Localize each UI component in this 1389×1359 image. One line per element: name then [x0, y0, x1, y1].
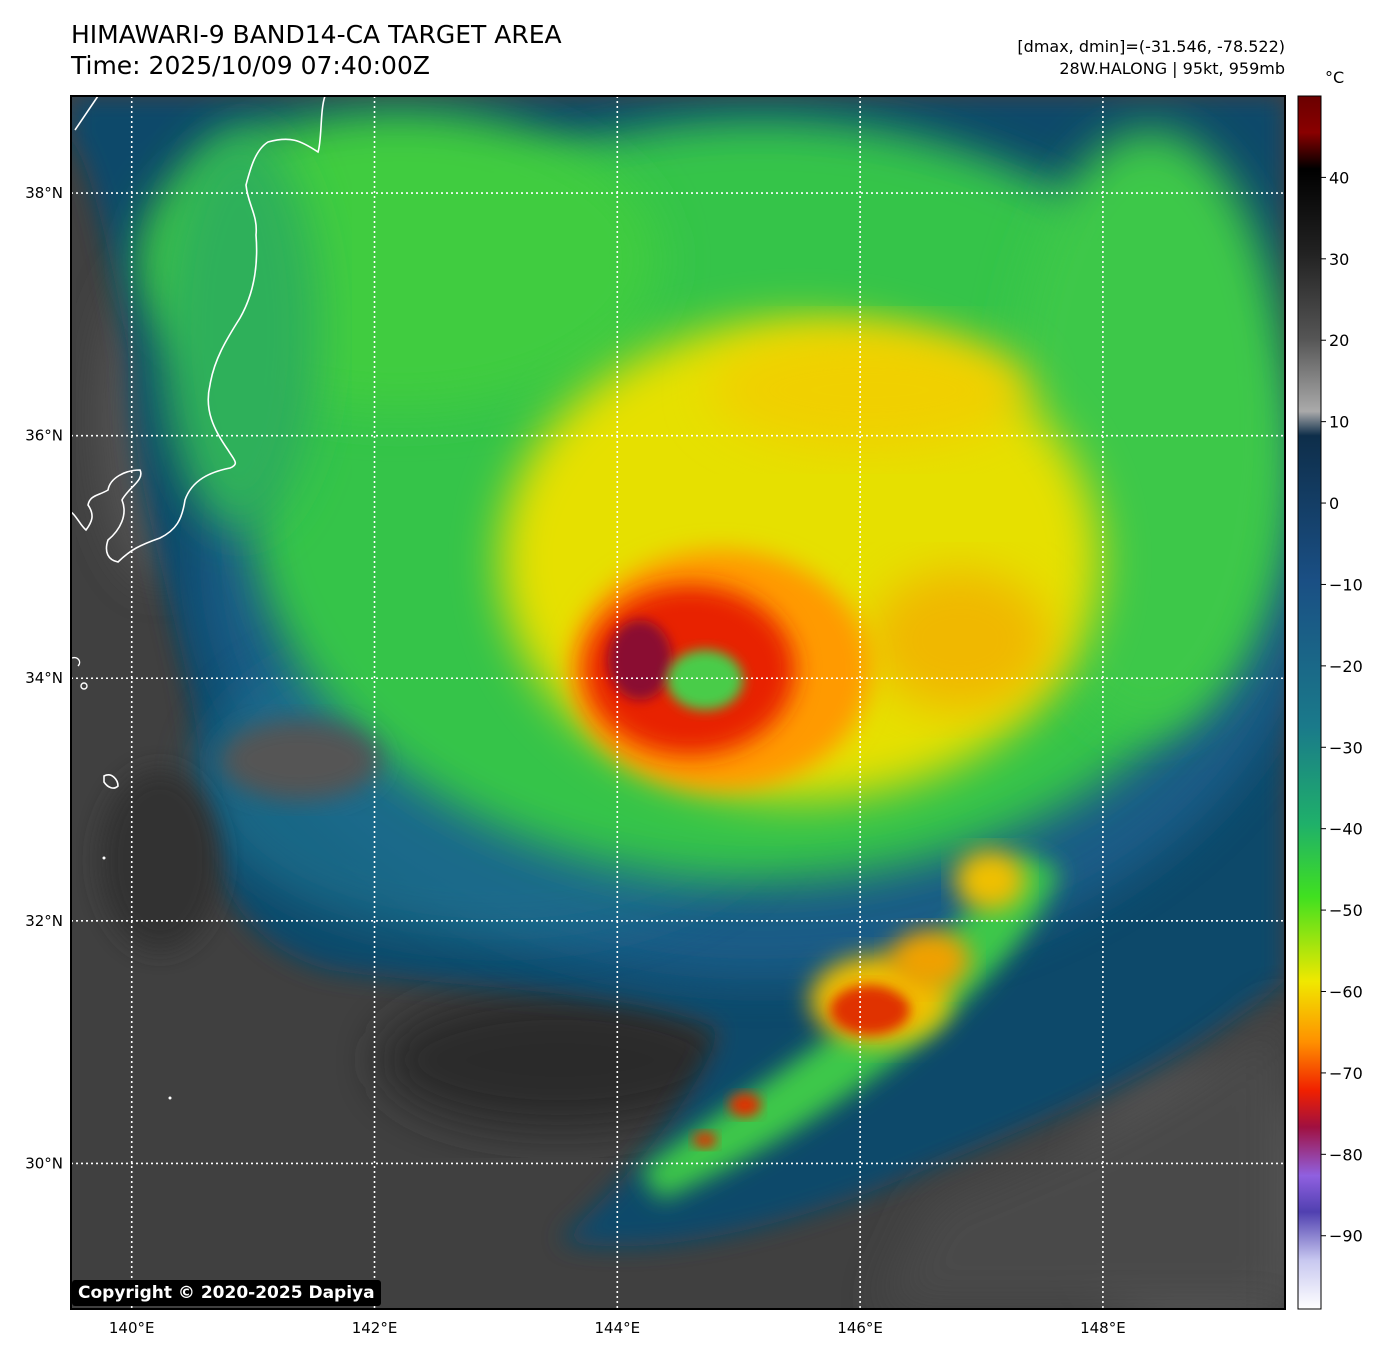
colorbar-tick-label: −30: [1329, 738, 1363, 757]
lat-tick-label: 32°N: [25, 912, 63, 930]
lon-axis-labels: 140°E 142°E 144°E 146°E 148°E: [109, 1319, 1126, 1337]
lat-tick-label: 38°N: [25, 184, 63, 202]
dmax-dmin-info: [dmax, dmin]=(-31.546, -78.522): [1017, 37, 1285, 56]
lon-tick-label: 142°E: [352, 1319, 398, 1337]
lat-tick-label: 36°N: [25, 427, 63, 445]
colorbar-ticks: 40 30 20 10 0 −10 −20 −30 −40 −50 −60 −70 −80 −90: [1321, 168, 1363, 1246]
colorbar-tick-label: −50: [1329, 901, 1363, 920]
storm-info: 28W.HALONG | 95kt, 959mb: [1059, 59, 1285, 78]
colorbar-tick-label: −90: [1329, 1227, 1363, 1246]
lat-axis-labels: 30°N 32°N 34°N 36°N 38°N: [25, 184, 63, 1172]
colorbar: [1297, 95, 1322, 1310]
chart-title: HIMAWARI-9 BAND14-CA TARGET AREA: [71, 20, 562, 49]
colorbar-tick-label: −80: [1329, 1145, 1363, 1164]
colorbar-tick-label: 30: [1329, 250, 1349, 269]
lon-tick-label: 146°E: [837, 1319, 883, 1337]
colorbar-tick-label: −40: [1329, 820, 1363, 839]
colorbar-tick-label: 40: [1329, 168, 1349, 187]
lat-tick-label: 30°N: [25, 1154, 63, 1172]
colorbar-tick-label: 20: [1329, 331, 1349, 350]
copyright-badge: Copyright © 2020-2025 Dapiya: [72, 1280, 381, 1306]
colorbar-tick-label: 10: [1329, 413, 1349, 432]
graticule: [71, 96, 1285, 1309]
colorbar-tick-label: −70: [1329, 1064, 1363, 1083]
coastline: [71, 96, 326, 1100]
colorbar-tick-label: −60: [1329, 983, 1363, 1002]
lon-tick-label: 140°E: [109, 1319, 155, 1337]
colorbar-tick-label: 0: [1329, 494, 1339, 513]
imagery-layer: [71, 96, 1285, 1309]
colorbar-unit: °C: [1325, 68, 1345, 87]
colorbar-tick-label: −10: [1329, 575, 1363, 594]
map-frame: [70, 95, 1286, 1310]
chart-time: Time: 2025/10/09 07:40:00Z: [71, 51, 430, 80]
colorbar-tick-label: −20: [1329, 657, 1363, 676]
lon-tick-label: 144°E: [594, 1319, 640, 1337]
lat-tick-label: 34°N: [25, 669, 63, 687]
lon-tick-label: 148°E: [1080, 1319, 1126, 1337]
